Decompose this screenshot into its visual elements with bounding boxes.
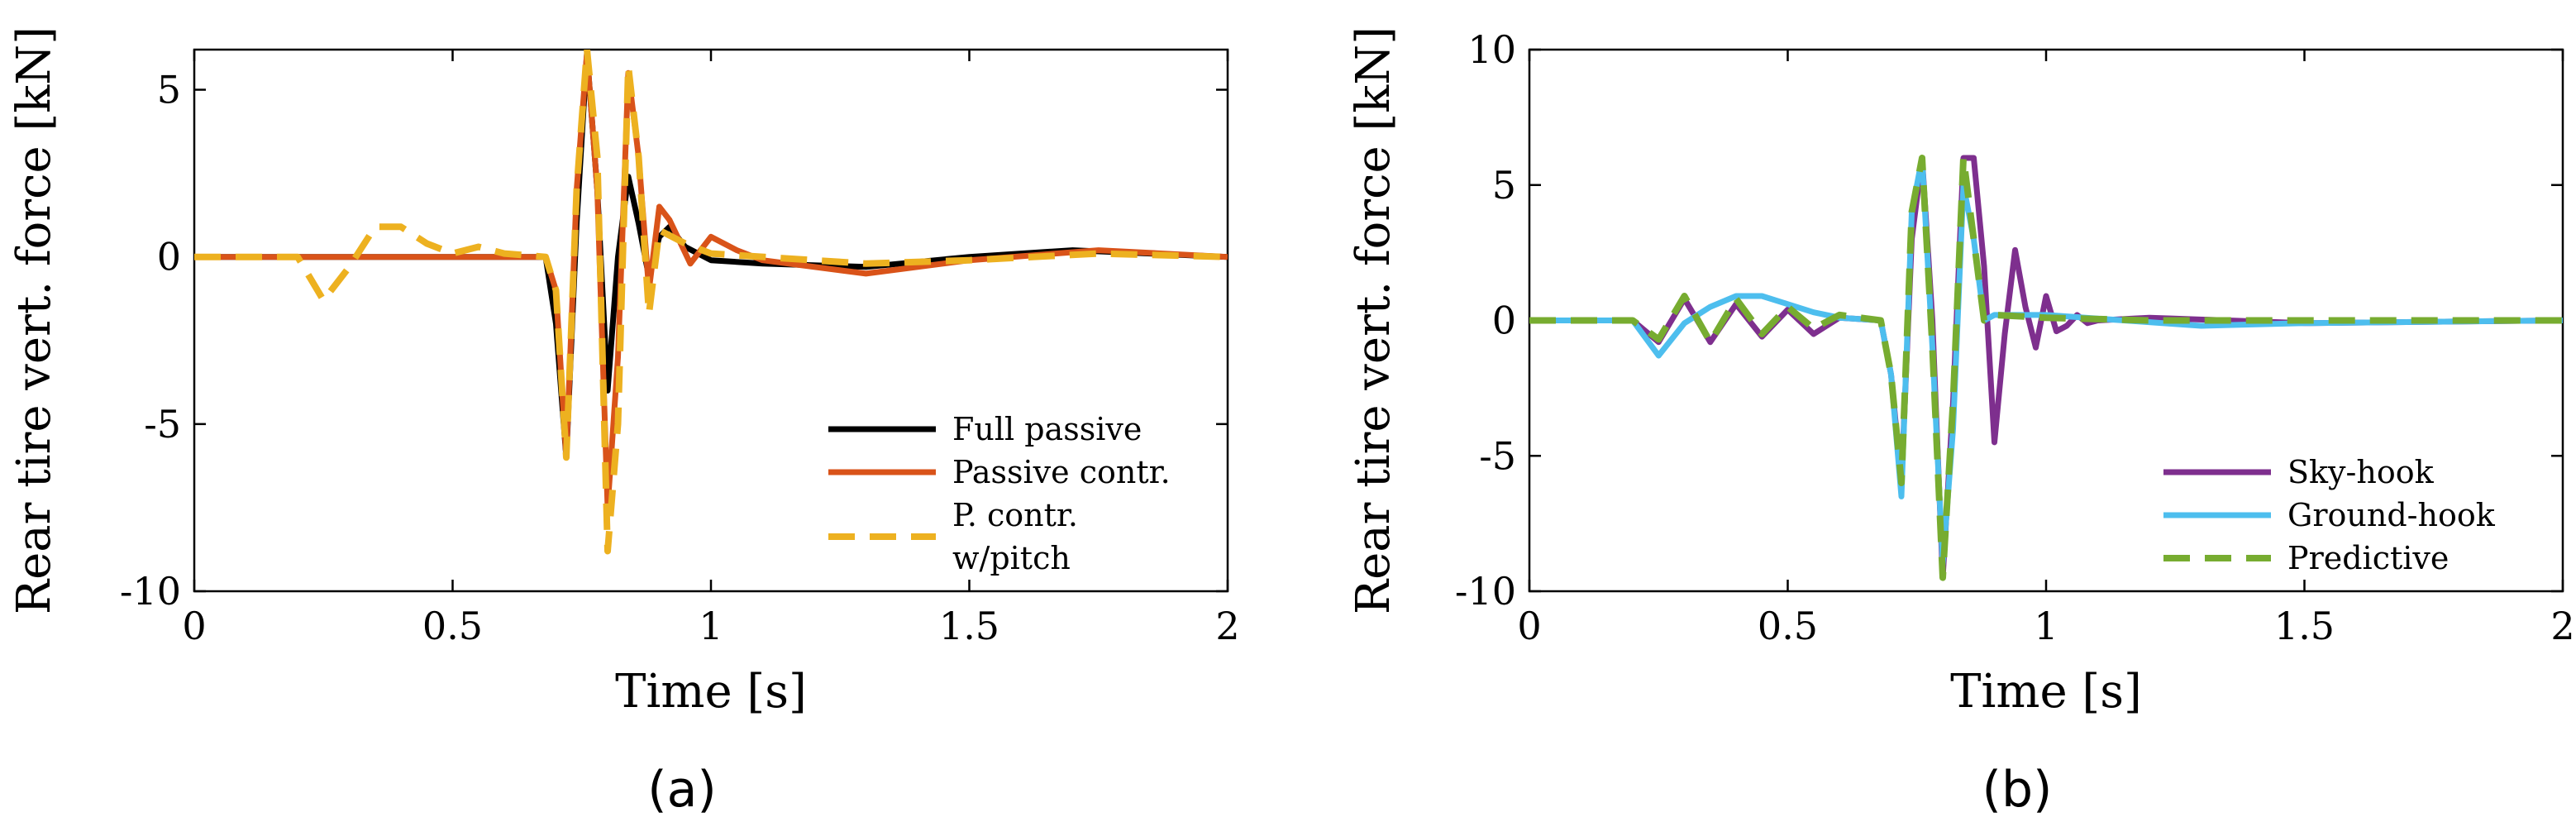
x-tick-label: 0: [1517, 604, 1541, 648]
chart-a: 0 0.5 1 1.5 2 -10 -5 0 5 Time [s] Rear tire vert. …: [7, 26, 1240, 819]
legend-label: Full passive: [952, 411, 1142, 447]
panel-caption: (b): [1982, 761, 2053, 819]
panel-caption: (a): [647, 761, 717, 819]
x-tick-label: 0.5: [1758, 604, 1818, 648]
y-tick-label: 0: [157, 235, 181, 279]
y-tick-label: 5: [1492, 163, 1516, 208]
series-group: [1529, 155, 2563, 581]
legend: Sky-hook Ground-hook Predictive: [2163, 454, 2496, 576]
x-tick-label: 0: [182, 604, 206, 648]
x-axis-label: Time [s]: [1950, 665, 2142, 719]
y-axis-label: Rear tire vert. force [kN]: [1347, 26, 1400, 614]
legend-label: P. contr.: [952, 497, 1078, 533]
y-tick-label: 5: [157, 68, 181, 112]
x-tick-label: 2: [1215, 604, 1239, 648]
series-group: [194, 50, 1228, 555]
series-line-p-contr: [194, 50, 1228, 555]
legend-label: w/pitch: [952, 540, 1071, 576]
x-tick-label: 1.5: [939, 604, 999, 648]
x-tick-label: 1: [699, 604, 723, 648]
x-tick-label: 1: [2034, 604, 2058, 648]
y-tick-label: -10: [1455, 569, 1516, 614]
y-tick-label: -5: [144, 402, 181, 447]
x-tick-label: 0.5: [422, 604, 483, 648]
legend-label: Ground-hook: [2287, 497, 2496, 533]
y-axis-label: Rear tire vert. force [kN]: [7, 26, 61, 614]
legend-label: Predictive: [2287, 540, 2449, 576]
legend-label: Sky-hook: [2287, 454, 2435, 490]
y-tick-label: -10: [120, 569, 181, 614]
y-tick-label: -5: [1479, 433, 1516, 478]
y-tick-label: 0: [1492, 299, 1516, 343]
legend: Full passive Passive contr. P. contr. w/pit…: [828, 411, 1171, 576]
legend-label: Passive contr.: [952, 454, 1171, 490]
chart-b: 0 0.5 1 1.5 2 -10 -5 0 5 10 Time [s] Rear tire vert…: [1347, 26, 2575, 819]
x-tick-label: 1.5: [2274, 604, 2335, 648]
x-axis-label: Time [s]: [615, 665, 807, 719]
y-tick-label: 10: [1467, 27, 1516, 72]
x-tick-label: 2: [2550, 604, 2574, 648]
